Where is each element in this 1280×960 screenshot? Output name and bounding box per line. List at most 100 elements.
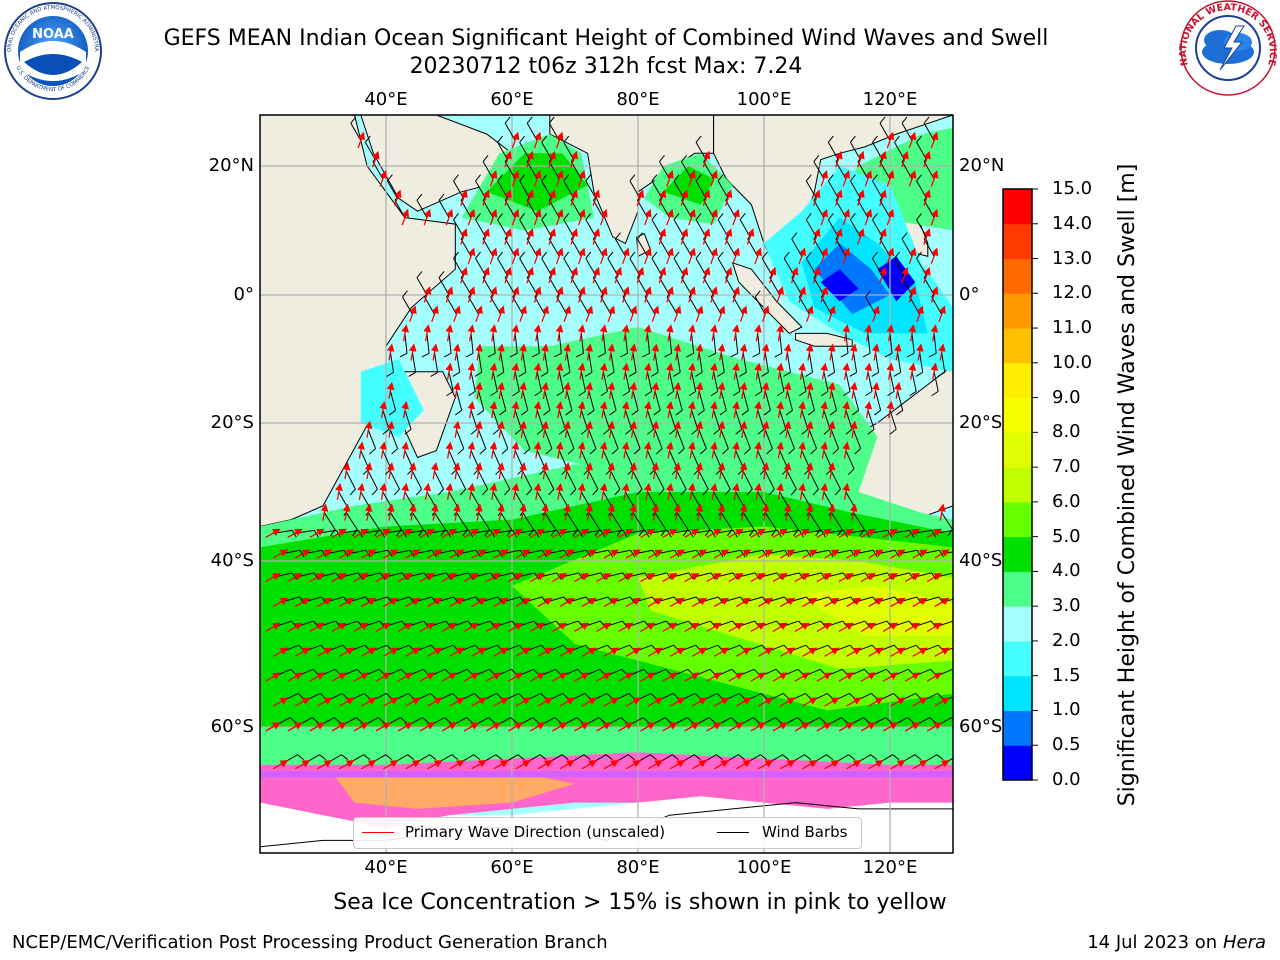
wave-direction-arrow [798,401,806,419]
colorbar-tick-label: 8.0 [1052,421,1081,443]
wave-direction-arrow [265,528,281,538]
colorbar-tick-label: 12.0 [1052,282,1093,304]
wave-direction-arrow [761,462,770,480]
wave-direction-arrow [710,208,718,226]
wave-direction-arrow [754,401,762,419]
wave-direction-arrow [577,441,586,459]
wave-direction-arrow [577,324,586,342]
wave-direction-arrow [592,228,600,245]
wave-direction-arrow [342,462,351,480]
lat-tick-label-right: 0° [959,284,980,305]
wave-direction-arrow [772,622,788,632]
wind-barb [865,371,873,397]
wave-direction-arrow [265,672,281,682]
wave-direction-arrow [364,420,373,438]
wave-direction-arrow [827,503,836,521]
wave-direction-arrow [926,672,943,682]
wave-direction-arrow [838,572,854,583]
wind-barb [367,429,376,455]
wave-direction-arrow [577,401,586,419]
wave-direction-arrow [625,549,642,559]
wind-barb [798,371,807,397]
wave-direction-arrow [504,150,512,168]
wave-direction-arrow [732,441,740,459]
wave-direction-arrow [551,672,568,682]
wave-direction-arrow [585,420,593,438]
wave-direction-arrow [761,503,770,521]
wave-direction-arrow [493,549,509,559]
wave-direction-arrow [287,672,303,682]
wave-direction-arrow [599,362,608,380]
wave-direction-arrow [629,343,638,361]
wind-barb [566,471,577,496]
wave-direction-arrow [713,760,730,770]
colorbar-segment [1003,432,1032,468]
wave-direction-arrow [361,697,377,707]
colorbar-tick-label: 0.5 [1052,734,1081,756]
wind-barb [893,352,902,377]
wave-direction-arrow [596,572,612,583]
wave-direction-arrow [666,208,674,226]
wave-direction-arrow [849,381,858,399]
wave-direction-arrow [574,572,590,583]
wind-barb [456,471,467,496]
wave-direction-arrow [405,647,421,657]
wave-direction-arrow [441,672,458,682]
wave-direction-arrow [816,622,832,632]
wave-direction-arrow [687,401,696,419]
wind-barb [783,352,791,377]
wave-direction-arrow [507,622,524,632]
wave-direction-arrow [827,420,836,438]
wind-barb [786,471,797,496]
wave-direction-arrow [493,597,509,608]
wave-direction-arrow [629,420,638,438]
wave-direction-arrow [401,401,410,419]
wave-direction-arrow [541,381,549,399]
wind-barb [807,390,816,416]
wave-direction-arrow [673,343,682,361]
wave-direction-arrow [816,672,832,682]
wave-direction-arrow [882,672,899,682]
wind-barb [534,371,542,397]
wind-barb [742,429,751,455]
wave-direction-arrow [405,597,421,608]
wind-barb [654,429,663,455]
wind-barb [763,390,771,416]
wave-direction-arrow [666,247,674,265]
wave-direction-arrow [783,420,792,438]
wave-direction-arrow [379,401,387,419]
wave-direction-arrow [908,131,917,149]
wave-direction-arrow [511,362,520,380]
wave-direction-arrow [901,150,909,168]
wave-direction-arrow [750,622,766,632]
wave-direction-arrow [529,528,546,538]
wave-direction-arrow [431,305,439,322]
wave-direction-arrow [827,462,836,480]
wave-direction-arrow [409,305,417,322]
wave-direction-arrow [882,528,899,538]
wave-direction-arrow [287,572,303,583]
wind-barb [518,352,527,377]
wave-direction-arrow [912,549,928,559]
wave-direction-arrow [460,189,468,206]
wind-barb [673,352,681,377]
wave-direction-arrow [272,760,289,770]
wave-direction-arrow [908,324,917,342]
wave-direction-arrow [908,247,917,265]
wave-direction-arrow [651,503,660,521]
colorbar [1002,188,1038,781]
wave-direction-arrow [794,572,810,583]
colorbar-segment [1003,745,1032,781]
wave-direction-arrow [794,722,810,732]
wave-direction-arrow [460,266,468,284]
wind-barb [404,410,412,435]
wave-direction-arrow [574,722,590,732]
wave-direction-arrow [739,305,748,322]
wave-direction-arrow [526,266,534,284]
wave-direction-arrow [886,208,895,226]
wave-direction-arrow [717,462,726,480]
wave-direction-arrow [735,647,752,657]
wind-barb [600,371,608,397]
wave-direction-arrow [636,189,645,206]
wave-direction-arrow [287,622,303,632]
